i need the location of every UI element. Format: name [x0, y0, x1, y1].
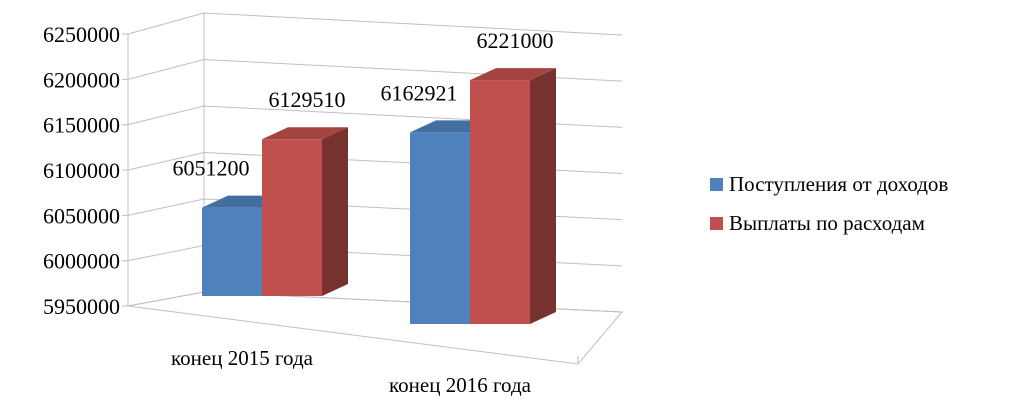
data-label: 6162921 — [381, 80, 458, 105]
bar-top — [262, 127, 348, 140]
data-label: 6051200 — [173, 156, 250, 181]
bar-side — [322, 127, 348, 296]
y-tick-label: 6000000 — [43, 249, 120, 274]
y-tick-label: 6150000 — [43, 113, 120, 138]
bar-front — [410, 132, 470, 324]
y-tick-label: 6200000 — [43, 67, 120, 92]
legend-item-expenses: Выплаты по расходам — [710, 207, 948, 239]
data-labels: 6051200 6129510 6162921 6221000 — [173, 28, 554, 181]
bar-expenses-0 — [262, 127, 348, 296]
legend-item-income: Поступления от доходов — [710, 168, 948, 200]
category-labels: конец 2015 года конец 2016 года — [171, 346, 532, 397]
legend-swatch-income — [710, 177, 723, 191]
y-tick-label: 6250000 — [43, 22, 120, 47]
legend-label-expenses: Выплаты по расходам — [729, 210, 925, 235]
category-label: конец 2015 года — [171, 346, 314, 370]
bar-front — [202, 207, 262, 296]
bar-side — [530, 68, 556, 324]
data-label: 6221000 — [477, 28, 554, 53]
gridline — [127, 58, 623, 82]
bar-front — [262, 139, 322, 296]
bar-top — [470, 68, 556, 81]
legend-swatch-expenses — [710, 216, 723, 230]
gridline — [127, 12, 623, 36]
bars — [202, 68, 556, 325]
legend: Поступления от доходов Выплаты по расход… — [710, 168, 948, 246]
legend-label-income: Поступления от доходов — [729, 171, 949, 196]
y-axis-ticks: 5950000 6000000 6050000 6100000 6150000 62000… — [43, 22, 128, 319]
y-tick-label: 5950000 — [43, 294, 120, 319]
y-tick-label: 6050000 — [43, 203, 120, 228]
data-label: 6129510 — [269, 87, 346, 112]
y-tick-label: 6100000 — [43, 158, 120, 183]
bar-front — [470, 80, 530, 324]
category-label: конец 2016 года — [389, 373, 532, 397]
bar-expenses-1 — [470, 68, 556, 324]
